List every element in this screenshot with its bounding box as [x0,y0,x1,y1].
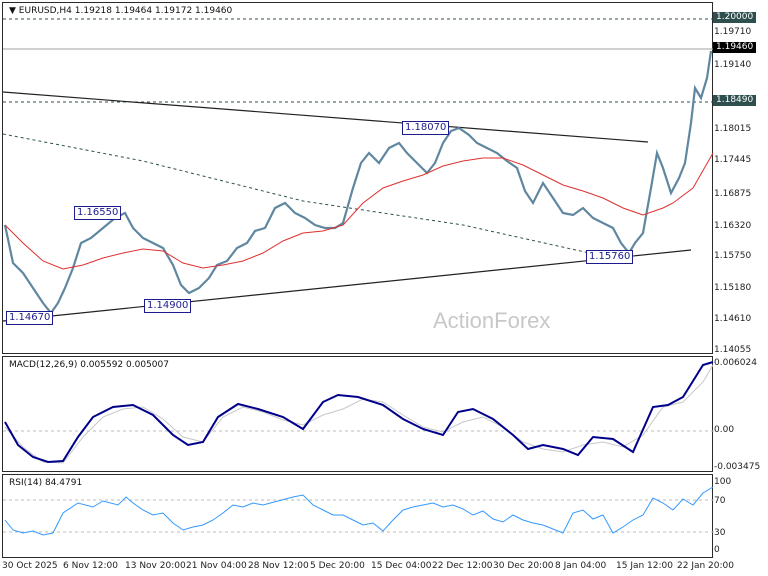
chart-header: ▼ EURUSD,H4 1.19218 1.19464 1.19172 1.19… [9,6,232,16]
rsi-tick: 30 [714,528,726,538]
ohlc-values: 1.19218 1.19464 1.19172 1.19460 [74,6,233,16]
annotation-high[interactable]: 1.18070 [402,121,450,135]
price-tick: 1.15180 [714,283,752,293]
price-tag-level-2: 1.18490 [713,95,757,106]
macd-line [4,361,714,464]
price-tick: 1.14055 [714,345,752,355]
time-tick: 6 Nov 12:00 [63,561,118,571]
time-tick: 5 Dec 20:00 [310,561,365,571]
price-tick: 1.16875 [714,189,752,199]
time-tick: 22 Dec 12:00 [432,561,493,571]
annotation-low[interactable]: 1.14900 [144,299,192,313]
time-tick: 21 Nov 04:00 [186,561,247,571]
trendline-channel[interactable] [3,133,604,257]
annotation-low[interactable]: 1.14670 [6,311,54,325]
time-tick: 13 Nov 20:00 [125,561,186,571]
rsi-title: RSI(14) 84.4791 [9,478,83,488]
time-tick: 30 Dec 20:00 [493,561,554,571]
trendline-resistance[interactable] [3,91,649,143]
rsi-tick: 0 [714,545,720,555]
price-tag-current: 1.19460 [713,42,757,53]
trendline-support[interactable] [3,249,692,322]
price-tag-level-1: 1.20000 [713,12,757,23]
macd-svg [3,361,714,464]
macd-panel[interactable]: MACD(12,26,9) 0.005592 0.005007 [2,356,714,472]
moving-average-line [4,152,714,270]
time-tick: 30 Oct 2025 [2,561,58,571]
price-tick: 1.18015 [714,124,752,134]
rsi-line [4,486,714,536]
time-tick: 15 Jan 12:00 [616,561,673,571]
price-chart-svg [3,18,714,322]
macd-tick: 0.006024 [714,358,757,368]
price-chart-panel[interactable]: ▼ EURUSD,H4 1.19218 1.19464 1.19172 1.19… [2,2,714,354]
symbol-label: EURUSD,H4 [18,6,72,16]
time-tick: 22 Jan 20:00 [677,561,734,571]
price-bars [3,50,713,315]
rsi-tick: 70 [714,496,726,506]
watermark-logo: ActionForex [433,308,551,333]
rsi-svg [3,486,714,536]
price-tick: 1.15750 [714,251,752,261]
price-tick: 1.14610 [714,314,752,324]
time-tick: 28 Nov 12:00 [248,561,309,571]
price-tick: 1.19710 [714,27,752,37]
annotation-high[interactable]: 1.16550 [74,206,122,220]
price-tick: 1.17445 [714,155,752,165]
rsi-panel[interactable]: RSI(14) 84.4791 [2,474,714,558]
macd-title: MACD(12,26,9) 0.005592 0.005007 [9,360,169,370]
time-tick: 15 Dec 04:00 [371,561,432,571]
macd-tick: -0.003475 [714,462,761,472]
price-tick: 1.16320 [714,221,752,231]
annotation-low[interactable]: 1.15760 [586,250,634,264]
macd-signal-line [4,364,714,464]
triangle-down-icon[interactable]: ▼ [9,6,16,16]
macd-tick: 0.00 [714,425,735,435]
rsi-tick: 100 [714,477,732,487]
time-tick: 8 Jan 04:00 [555,561,607,571]
price-tick: 1.19140 [714,60,752,70]
